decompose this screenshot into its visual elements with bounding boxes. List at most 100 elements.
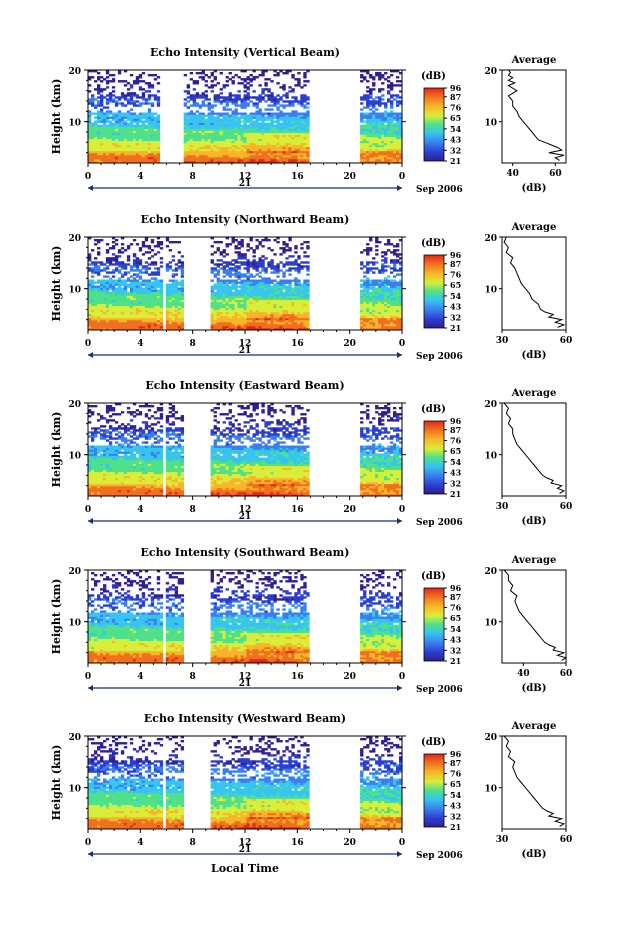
profile-frame [501,569,567,664]
x-tick-label: 20 [343,339,356,349]
colorbar-tick-label: 32 [450,645,461,655]
x-tick-label: 12 [239,505,252,515]
colorbar-tick-label: 54 [450,124,462,134]
day-axis-left-arrow [88,685,93,691]
colorbar-tick-label: 76 [450,768,462,778]
x-tick-label: 16 [291,339,304,349]
date-label: Sep 2006 [416,352,463,362]
panel-title: Echo Intensity (Vertical Beam) [150,46,340,59]
y-tick-label: 20 [68,733,81,743]
colorbar-tick-label: 54 [450,624,462,634]
colorbar-tick-label: 54 [450,790,462,800]
profile-x-tick-label: 60 [549,169,562,179]
x-tick-label: 12 [239,339,252,349]
colorbar-tick-label: 43 [450,135,462,145]
colorbar-tick-label: 32 [450,145,461,155]
x-tick-label: 12 [239,172,252,182]
x-tick-label: 8 [190,505,196,515]
profile-y-tick-label: 20 [484,234,497,244]
colorbar-tick-label: 87 [450,259,461,269]
colorbar-tick-label: 96 [450,83,462,93]
x-tick-label: 8 [190,339,196,349]
profile-y-tick-label: 10 [484,785,497,795]
profile-frame [501,735,567,830]
x-tick-label: 0 [85,339,91,349]
x-tick-label: 0 [85,838,91,848]
profile-x-label: (dB) [522,849,547,860]
colorbar-tick-label: 76 [450,435,462,445]
day-label: 21 [239,179,252,189]
profile-x-tick-label: 60 [560,669,573,679]
profile-y-tick-label: 20 [484,733,497,743]
y-tick-label: 10 [68,119,81,129]
panel-title: Echo Intensity (Southward Beam) [141,546,350,559]
y-tick-label: 20 [68,67,81,77]
colorbar-label: (dB) [421,71,446,82]
colorbar-label: (dB) [421,404,446,415]
x-tick-label: 16 [291,172,304,182]
y-tick-label: 20 [68,567,81,577]
profile-x-tick-label: 40 [506,169,519,179]
colorbar-tick-label: 32 [450,312,461,322]
profile-title: Average [511,555,557,566]
colorbar-tick-label: 65 [450,280,461,290]
profile-y-tick-label: 10 [484,452,497,462]
x-tick-label: 0 [399,838,405,848]
y-tick-label: 20 [68,400,81,410]
echo-heatmap [88,237,403,331]
profile-x-label: (dB) [522,183,547,194]
average-profile-line [503,402,566,494]
y-axis-label: Height (km) [50,246,63,322]
colorbar [423,254,445,329]
x-tick-label: 20 [343,505,356,515]
colorbar-tick-label: 43 [450,801,462,811]
x-tick-label: 8 [190,172,196,182]
profile-x-tick-label: 60 [560,502,573,512]
day-label: 21 [239,346,252,356]
profile-title: Average [511,222,557,233]
profile-x-label: (dB) [522,350,547,361]
panel-title: Echo Intensity (Northward Beam) [141,213,350,226]
day-axis-right-arrow [397,352,402,358]
panel-title: Echo Intensity (Eastward Beam) [145,379,344,392]
x-tick-label: 20 [343,672,356,682]
profile-x-tick-label: 30 [496,502,509,512]
y-axis-label: Height (km) [50,579,63,655]
x-tick-label: 0 [399,672,405,682]
profile-title: Average [511,55,557,66]
x-tick-label: 4 [137,505,143,515]
colorbar-tick-label: 54 [450,291,462,301]
colorbar-tick-label: 96 [450,416,462,426]
colorbar-tick-label: 32 [450,811,461,821]
colorbar-tick-label: 87 [450,758,461,768]
profile-y-tick-label: 20 [484,567,497,577]
profile-y-tick-label: 20 [484,400,497,410]
colorbar-tick-label: 65 [450,613,461,623]
colorbar-tick-label: 76 [450,269,462,279]
x-tick-label: 20 [343,838,356,848]
colorbar-tick-label: 21 [450,822,461,832]
profile-x-tick-label: 30 [496,336,509,346]
colorbar-tick-label: 96 [450,250,462,260]
day-label: 21 [239,512,252,522]
x-tick-label: 8 [190,672,196,682]
colorbar-tick-label: 43 [450,635,462,645]
y-axis-label: Height (km) [50,412,63,488]
colorbar-tick-label: 87 [450,425,461,435]
x-tick-label: 16 [291,672,304,682]
day-axis-right-arrow [397,851,402,857]
day-axis-left-arrow [88,851,93,857]
profile-y-tick-label: 10 [484,619,497,629]
average-profile-line [503,236,566,328]
x-tick-label: 0 [399,172,405,182]
colorbar [423,420,445,495]
x-tick-label: 4 [137,672,143,682]
profile-y-tick-label: 20 [484,67,497,77]
colorbar-tick-label: 76 [450,102,462,112]
colorbar-tick-label: 32 [450,478,461,488]
x-tick-label: 16 [291,505,304,515]
x-tick-label: 4 [137,838,143,848]
day-axis-right-arrow [397,185,402,191]
colorbar-tick-label: 96 [450,583,462,593]
colorbar-tick-label: 21 [450,156,461,166]
